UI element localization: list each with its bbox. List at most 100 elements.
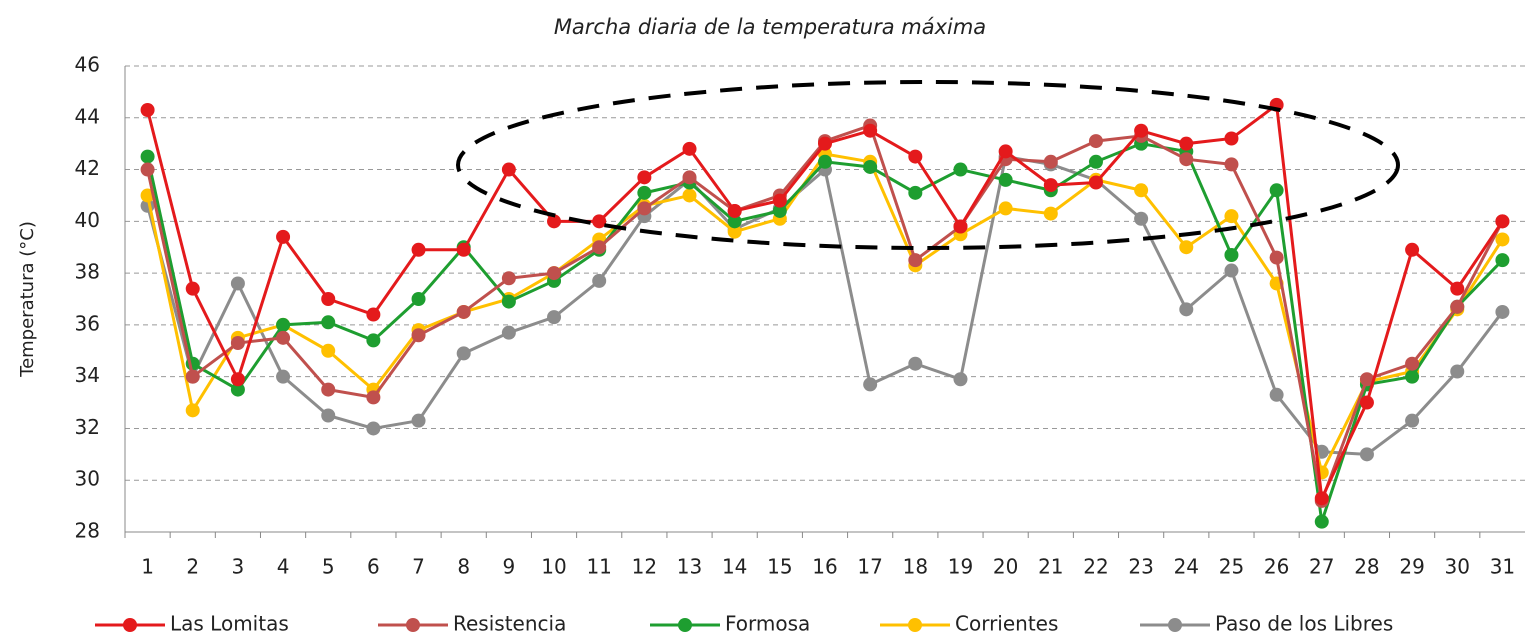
data-point [953,372,968,387]
data-point [547,310,562,325]
x-tick-label: 5 [322,555,335,579]
data-point [1314,514,1329,529]
x-tick-label: 26 [1264,555,1289,579]
data-point [953,219,968,234]
data-point [1359,395,1374,410]
data-point [1179,136,1194,151]
data-point [1450,299,1465,314]
data-point [998,201,1013,216]
y-tick-label: 44 [75,104,100,128]
data-point [1314,491,1329,506]
y-tick-label: 28 [75,519,100,543]
y-axis-label: Temperatura (°C) [17,221,38,378]
data-point [321,315,336,330]
data-point [1495,304,1510,319]
data-point [908,185,923,200]
legend-marker [406,618,420,632]
data-point [1224,157,1239,172]
data-point [863,159,878,174]
x-tick-label: 1 [141,555,154,579]
data-point [908,253,923,268]
y-tick-label: 38 [75,260,100,284]
data-point [1405,369,1420,384]
x-tick-label: 22 [1083,555,1108,579]
data-point [1088,175,1103,190]
data-point [863,377,878,392]
legend: Las Lomitas Resistencia Formosa Corrientes P… [95,612,1393,636]
data-point [140,162,155,177]
data-point [547,214,562,229]
x-tick-label: 11 [586,555,611,579]
legend-marker [678,618,692,632]
data-point [140,103,155,118]
x-tick-label: 17 [857,555,882,579]
x-tick-label: 6 [367,555,380,579]
legend-label: Paso de los Libres [1215,612,1393,636]
data-point [1134,211,1149,226]
data-point [1405,413,1420,428]
data-point [366,307,381,322]
x-tick-label: 28 [1354,555,1379,579]
data-point [1359,372,1374,387]
data-point [727,203,742,218]
data-point [185,403,200,418]
data-point [908,149,923,164]
data-point [456,242,471,257]
y-tick-label: 30 [75,467,100,491]
data-point [727,214,742,229]
data-point [501,325,516,340]
x-tick-label: 8 [457,555,470,579]
highlight-ellipse [456,80,1400,250]
x-tick-label: 15 [767,555,792,579]
data-point [1405,242,1420,257]
data-point [276,229,291,244]
data-point [185,369,200,384]
y-tick-label: 40 [75,208,100,232]
data-point [727,224,742,239]
x-tick-label: 29 [1399,555,1424,579]
data-point [998,172,1013,187]
legend-label: Formosa [725,612,810,636]
data-point [1224,263,1239,278]
data-point [366,390,381,405]
data-point [501,271,516,286]
data-point [1134,183,1149,198]
data-point [637,185,652,200]
x-tick-label: 4 [277,555,290,579]
data-point [1043,154,1058,169]
data-point [230,276,245,291]
data-point [366,421,381,436]
data-point [411,292,426,306]
data-point [1450,281,1465,296]
data-point [501,162,516,177]
y-tick-label: 36 [75,311,100,335]
data-point [1224,209,1239,224]
x-tick-label: 19 [948,555,973,579]
legend-label: Resistencia [453,612,566,636]
data-point [1179,152,1194,167]
data-point [1269,250,1284,265]
data-point [1495,214,1510,229]
x-tick-label: 13 [677,555,702,579]
data-point [1224,247,1239,262]
x-tick-label: 7 [412,555,425,579]
x-tick-label: 18 [903,555,928,579]
data-point [1179,302,1194,317]
data-point [321,343,336,358]
x-tick-label: 12 [632,555,657,579]
data-point [1179,240,1194,255]
y-tick-label: 32 [75,415,100,439]
data-point [276,369,291,384]
data-point [1088,134,1103,149]
data-point [185,281,200,296]
data-point [953,162,968,177]
x-tick-label: 16 [812,555,837,579]
data-point [1359,447,1374,462]
data-point [366,333,381,348]
data-point [998,144,1013,159]
legend-marker [123,618,137,632]
x-tick-label: 14 [722,555,747,579]
data-point [1269,183,1284,198]
data-point [1224,131,1239,146]
